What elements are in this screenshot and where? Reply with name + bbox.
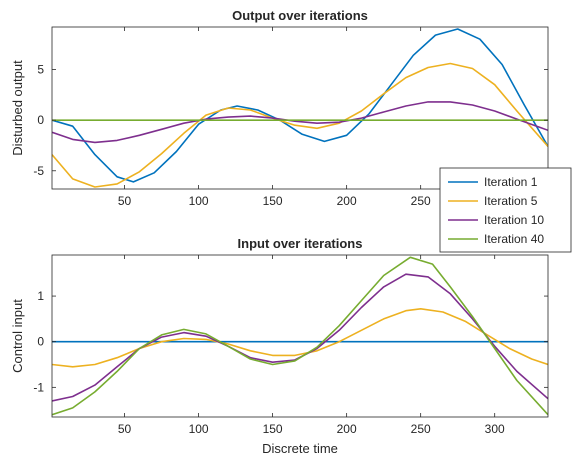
series-line-1-1 <box>52 28 548 183</box>
axes-box <box>51 26 549 190</box>
chart-title: Output over iterations <box>232 8 368 23</box>
x-tick-label: 300 <box>485 422 505 436</box>
axes-box <box>51 254 549 418</box>
x-tick-label: 150 <box>263 194 283 208</box>
x-tick-label: 100 <box>189 422 209 436</box>
series-line-2-4 <box>52 256 548 416</box>
x-tick-label: 100 <box>189 194 209 208</box>
legend-entry-1: Iteration 1 <box>484 175 538 189</box>
chart-title: Input over iterations <box>238 236 363 251</box>
x-tick-label: 250 <box>411 194 431 208</box>
y-tick-label: 0 <box>37 113 44 127</box>
legend-entry-2: Iteration 5 <box>484 194 538 208</box>
x-tick-label: 250 <box>411 422 431 436</box>
x-tick-label: 50 <box>118 422 132 436</box>
legend: Iteration 1 Iteration 5 Iteration 10 Iterat… <box>439 167 572 253</box>
x-tick-label: 200 <box>337 422 357 436</box>
chart-2: 50 100 150 200 250 300 -1 0 1 Input over iteratio… <box>10 236 549 456</box>
series-line-2-2 <box>52 308 548 368</box>
y-tick-label: 0 <box>37 335 44 349</box>
series-line-1-2 <box>52 62 548 188</box>
legend-entry-4: Iteration 40 <box>484 232 544 246</box>
legend-box <box>439 167 572 253</box>
x-tick-label: 200 <box>337 194 357 208</box>
y-axis-label: Control input <box>10 299 25 373</box>
chart-1: 50 100 150 200 250 -5 0 5 Output over iterations… <box>10 8 549 208</box>
x-axis-label: Discrete time <box>262 441 338 456</box>
y-tick-label: 1 <box>37 289 44 303</box>
series-line-2-3 <box>52 273 548 402</box>
y-tick-label: -5 <box>33 164 44 178</box>
series-line-1-3 <box>52 101 548 144</box>
legend-entry-3: Iteration 10 <box>484 213 544 227</box>
y-axis-label: Disturbed output <box>10 60 25 156</box>
y-tick-label: 5 <box>37 63 44 77</box>
y-tick-label: -1 <box>33 380 44 394</box>
x-tick-label: 50 <box>118 194 132 208</box>
x-tick-label: 150 <box>263 422 283 436</box>
